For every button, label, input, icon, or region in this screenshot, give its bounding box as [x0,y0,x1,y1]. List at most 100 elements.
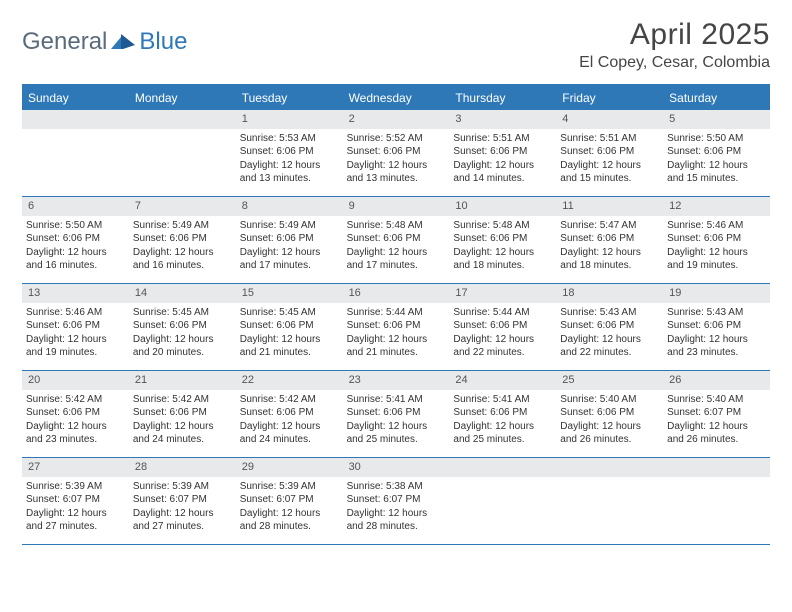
day-body: Sunrise: 5:42 AMSunset: 6:06 PMDaylight:… [236,390,343,451]
sunset-line: Sunset: 6:06 PM [240,406,339,420]
sunrise-line: Sunrise: 5:52 AM [347,132,446,146]
dl2-line: and 15 minutes. [667,172,766,186]
sunrise-line: Sunrise: 5:38 AM [347,480,446,494]
day-body: Sunrise: 5:45 AMSunset: 6:06 PMDaylight:… [129,303,236,364]
day-cell: 1Sunrise: 5:53 AMSunset: 6:06 PMDaylight… [236,110,343,196]
dl2-line: and 27 minutes. [133,520,232,534]
location: El Copey, Cesar, Colombia [579,54,770,72]
day-body: Sunrise: 5:50 AMSunset: 6:06 PMDaylight:… [663,129,770,190]
dl2-line: and 13 minutes. [347,172,446,186]
day-cell: 13Sunrise: 5:46 AMSunset: 6:06 PMDayligh… [22,284,129,370]
sunset-line: Sunset: 6:06 PM [347,232,446,246]
day-number: 11 [556,197,663,216]
day-number: 29 [236,458,343,477]
dl2-line: and 15 minutes. [560,172,659,186]
dl1-line: Daylight: 12 hours [240,333,339,347]
empty-cell [556,458,663,544]
day-number: 8 [236,197,343,216]
dl1-line: Daylight: 12 hours [347,246,446,260]
sunrise-line: Sunrise: 5:53 AM [240,132,339,146]
sunrise-line: Sunrise: 5:39 AM [240,480,339,494]
day-cell: 2Sunrise: 5:52 AMSunset: 6:06 PMDaylight… [343,110,450,196]
day-cell: 16Sunrise: 5:44 AMSunset: 6:06 PMDayligh… [343,284,450,370]
empty-cell [449,458,556,544]
day-number: 3 [449,110,556,129]
sunrise-line: Sunrise: 5:44 AM [347,306,446,320]
sunrise-line: Sunrise: 5:39 AM [133,480,232,494]
day-body: Sunrise: 5:42 AMSunset: 6:06 PMDaylight:… [129,390,236,451]
day-number: 15 [236,284,343,303]
day-body: Sunrise: 5:47 AMSunset: 6:06 PMDaylight:… [556,216,663,277]
dl2-line: and 28 minutes. [240,520,339,534]
logo-text-blue: Blue [139,28,187,56]
dl2-line: and 13 minutes. [240,172,339,186]
dl2-line: and 25 minutes. [347,433,446,447]
sunrise-line: Sunrise: 5:46 AM [667,219,766,233]
day-number [129,110,236,129]
dl2-line: and 21 minutes. [347,346,446,360]
day-cell: 8Sunrise: 5:49 AMSunset: 6:06 PMDaylight… [236,197,343,283]
sunset-line: Sunset: 6:06 PM [453,319,552,333]
week-row: 6Sunrise: 5:50 AMSunset: 6:06 PMDaylight… [22,197,770,284]
day-cell: 3Sunrise: 5:51 AMSunset: 6:06 PMDaylight… [449,110,556,196]
day-body: Sunrise: 5:48 AMSunset: 6:06 PMDaylight:… [449,216,556,277]
dl1-line: Daylight: 12 hours [560,333,659,347]
day-number: 28 [129,458,236,477]
sunrise-line: Sunrise: 5:49 AM [240,219,339,233]
day-cell: 18Sunrise: 5:43 AMSunset: 6:06 PMDayligh… [556,284,663,370]
dl2-line: and 18 minutes. [453,259,552,273]
sunset-line: Sunset: 6:06 PM [453,232,552,246]
day-cell: 14Sunrise: 5:45 AMSunset: 6:06 PMDayligh… [129,284,236,370]
sunset-line: Sunset: 6:07 PM [667,406,766,420]
day-cell: 24Sunrise: 5:41 AMSunset: 6:06 PMDayligh… [449,371,556,457]
sunrise-line: Sunrise: 5:49 AM [133,219,232,233]
day-body: Sunrise: 5:39 AMSunset: 6:07 PMDaylight:… [129,477,236,538]
sunrise-line: Sunrise: 5:43 AM [560,306,659,320]
day-body: Sunrise: 5:41 AMSunset: 6:06 PMDaylight:… [449,390,556,451]
week-row: 20Sunrise: 5:42 AMSunset: 6:06 PMDayligh… [22,371,770,458]
sunrise-line: Sunrise: 5:46 AM [26,306,125,320]
sunrise-line: Sunrise: 5:42 AM [133,393,232,407]
dl1-line: Daylight: 12 hours [347,420,446,434]
sunrise-line: Sunrise: 5:40 AM [560,393,659,407]
sunset-line: Sunset: 6:06 PM [667,145,766,159]
dl1-line: Daylight: 12 hours [667,333,766,347]
dl2-line: and 19 minutes. [667,259,766,273]
day-cell: 20Sunrise: 5:42 AMSunset: 6:06 PMDayligh… [22,371,129,457]
day-number [449,458,556,477]
header: General Blue April 2025 El Copey, Cesar,… [22,18,770,72]
sunset-line: Sunset: 6:06 PM [560,145,659,159]
sunrise-line: Sunrise: 5:51 AM [560,132,659,146]
sunset-line: Sunset: 6:06 PM [133,406,232,420]
day-number: 20 [22,371,129,390]
sunrise-line: Sunrise: 5:42 AM [26,393,125,407]
sunrise-line: Sunrise: 5:45 AM [133,306,232,320]
day-body: Sunrise: 5:50 AMSunset: 6:06 PMDaylight:… [22,216,129,277]
day-number: 10 [449,197,556,216]
dl2-line: and 23 minutes. [26,433,125,447]
sunset-line: Sunset: 6:07 PM [26,493,125,507]
day-number: 23 [343,371,450,390]
sunset-line: Sunset: 6:06 PM [133,319,232,333]
sunset-line: Sunset: 6:06 PM [453,145,552,159]
day-number: 22 [236,371,343,390]
day-body: Sunrise: 5:40 AMSunset: 6:07 PMDaylight:… [663,390,770,451]
day-number: 2 [343,110,450,129]
day-number: 5 [663,110,770,129]
day-body: Sunrise: 5:41 AMSunset: 6:06 PMDaylight:… [343,390,450,451]
dl2-line: and 26 minutes. [560,433,659,447]
logo: General Blue [22,28,187,56]
day-number: 6 [22,197,129,216]
day-cell: 17Sunrise: 5:44 AMSunset: 6:06 PMDayligh… [449,284,556,370]
dl1-line: Daylight: 12 hours [26,246,125,260]
dl1-line: Daylight: 12 hours [26,333,125,347]
dl1-line: Daylight: 12 hours [347,507,446,521]
dl1-line: Daylight: 12 hours [26,507,125,521]
dl1-line: Daylight: 12 hours [560,246,659,260]
day-cell: 6Sunrise: 5:50 AMSunset: 6:06 PMDaylight… [22,197,129,283]
dl1-line: Daylight: 12 hours [133,507,232,521]
day-cell: 10Sunrise: 5:48 AMSunset: 6:06 PMDayligh… [449,197,556,283]
dl1-line: Daylight: 12 hours [26,420,125,434]
dl1-line: Daylight: 12 hours [453,333,552,347]
dl2-line: and 19 minutes. [26,346,125,360]
